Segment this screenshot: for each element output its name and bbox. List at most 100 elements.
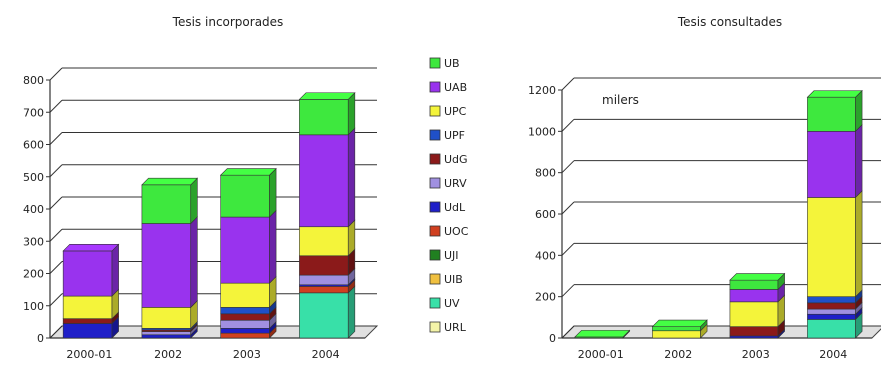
gridline-diag [49,132,63,145]
bar-segment-front [299,99,349,136]
x-tick-label: 2004 [819,348,847,361]
gridline-diag [49,67,63,81]
bar-top [62,244,120,252]
y-tick-label: 100 [23,300,44,313]
bar-segment-front [220,174,270,218]
bar-top [141,177,199,186]
legend-label: UOC [444,225,469,238]
gridline-diag [49,293,63,307]
legend-swatch [429,153,441,165]
bar-segment-front [807,296,856,304]
y-tick-label: 200 [23,268,44,281]
bar-segment-side [855,89,863,133]
legend-swatch [429,81,441,93]
y-tick-label: 200 [535,291,556,304]
y-tick-label: 500 [23,171,44,184]
bar-segment-front [141,223,192,308]
legend-label: URL [444,321,467,334]
legend-swatch [429,297,441,309]
bar-segment-front [807,319,856,339]
bar-segment-side [855,124,863,199]
bar-segment-side [190,216,198,309]
bar-segment-side [855,190,863,298]
bar-segment-front [220,282,270,308]
bar-top [298,92,356,100]
legend-swatch [429,273,441,285]
y-tick-label: 400 [23,203,44,216]
y-tick-label: 600 [23,139,44,152]
legend-swatch [429,249,441,261]
chart-legend: UB UAB UPC UPF UdG URV UdL UOC UJI UIB UV URL [429,57,469,334]
chart-annotation-right: milers [602,93,639,107]
y-tick-label: 300 [23,235,44,248]
bar-segment-front [299,255,349,276]
y-tick-label: 400 [535,249,556,262]
legend-swatch [429,225,441,237]
chart-right-plot: 0 200 400 600 800 1000 1200 2000-01 2002 2003 2004 [528,77,881,361]
bar-segment-front [807,131,856,198]
y-tick-label: 0 [549,332,556,345]
legend-label: UIB [444,273,463,286]
legend-swatch [429,321,441,333]
bar-segment-front [299,286,349,294]
y-tick-label: 0 [37,332,44,345]
bar-segment-front [141,184,192,224]
bar-segment-front [807,313,856,320]
y-tick-label: 700 [23,106,44,119]
bar-segment-front [652,326,701,332]
gridline-diag [49,325,63,339]
bar-top [806,90,863,98]
bar-segment-side [347,127,356,228]
bar-segment-front [299,134,349,228]
gridline-diag [561,160,575,174]
gridline-diag [561,325,575,339]
bar-segment-front [299,274,349,286]
bar-segment-front [62,318,113,324]
x-tick-label: 2000-01 [66,348,112,361]
bar-top [574,330,631,338]
bar-segment-front [220,319,270,329]
gridline-diag [49,196,63,210]
bar-segment-front [141,307,192,329]
x-tick-label: 2004 [312,348,340,361]
gridline-diag [561,242,575,256]
bar-segment-front [62,250,113,297]
bar-segment-front [220,332,270,339]
legend-swatch [429,201,441,213]
bar-segment-front [729,335,779,339]
bar-segment-front [729,289,779,303]
y-tick-label: 1200 [528,84,556,97]
gridline-diag [49,99,63,113]
legend-label: UPF [444,129,465,142]
gridline-diag [561,77,575,91]
legend-label: URV [444,177,467,190]
y-tick-label: 1000 [528,125,556,138]
legend-label: UPC [444,105,467,118]
gridline-diag [49,228,63,242]
bar-segment-front [220,216,270,284]
gridline-diag [561,201,575,215]
bar-segment-front [729,326,779,337]
legend-label: UdG [444,153,468,166]
bar-segment-side [111,243,119,297]
bar-segment-side [347,92,356,136]
bar-segment-front [807,197,856,297]
legend-swatch [429,177,441,189]
legend-label: UV [444,297,460,310]
legend-label: UB [444,57,460,70]
bar-segment-front [807,302,856,310]
bar-segment-front [141,331,192,336]
bar-top [651,319,708,327]
gridline-diag [49,261,63,274]
legend-label: UJI [444,249,459,262]
legend-label: UAB [444,81,467,94]
bar-segment-front [729,279,779,290]
chart-title-right: Tesis consultades [677,15,782,29]
bar-segment-side [347,285,356,339]
bar-segment-side [269,167,277,218]
x-tick-label: 2003 [742,348,770,361]
x-tick-label: 2002 [664,348,692,361]
bar-segment-front [220,313,270,321]
x-tick-label: 2003 [233,348,261,361]
y-tick-label: 800 [535,167,556,180]
